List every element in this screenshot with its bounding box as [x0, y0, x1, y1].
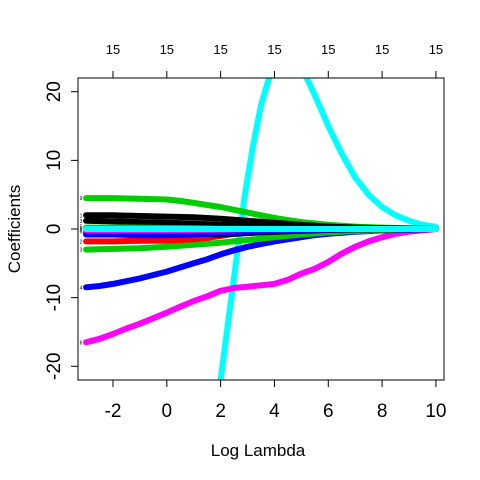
x-axis-label: Log Lambda: [211, 441, 306, 460]
y-tick-label-3: 10: [44, 150, 65, 171]
top-tick-label-3: 15: [267, 42, 281, 57]
variable-label-5: 6: [80, 230, 83, 236]
variable-label-6: 2: [80, 239, 83, 245]
variable-label-8: 4: [80, 285, 83, 291]
top-tick-label-6: 15: [429, 42, 443, 57]
y-tick-label-2: 0: [44, 224, 65, 235]
x-tick-label-5: 8: [377, 401, 388, 422]
x-tick-label-0: -2: [105, 401, 122, 422]
top-tick-label-5: 15: [375, 42, 389, 57]
x-tick-label-4: 6: [323, 401, 334, 422]
variable-label-2: 3: [80, 219, 83, 225]
series-layer: [83, 78, 439, 380]
variable-label-3: 5: [80, 224, 83, 230]
variable-label-1: 1: [80, 213, 83, 219]
x-tick-label-1: 0: [162, 401, 173, 422]
top-tick-label-4: 15: [321, 42, 335, 57]
x-tick-label-6: 10: [425, 401, 446, 422]
series-line-0: [217, 78, 439, 380]
variable-label-4: 8: [80, 227, 83, 233]
variable-label-9: 6: [80, 340, 83, 346]
top-tick-label-2: 15: [213, 42, 227, 57]
variable-label-0: 9: [80, 196, 83, 202]
top-tick-label-1: 15: [160, 42, 174, 57]
top-tick-label-0: 15: [106, 42, 120, 57]
variable-label-7: 3: [80, 248, 83, 254]
x-tick-label-2: 2: [215, 401, 226, 422]
y-tick-label-1: -10: [44, 284, 65, 311]
y-tick-label-4: 20: [44, 81, 65, 102]
y-axis-label: Coefficients: [5, 185, 24, 274]
y-tick-label-0: -20: [44, 353, 65, 380]
x-tick-label-3: 4: [269, 401, 280, 422]
series-line-1: [83, 226, 439, 346]
